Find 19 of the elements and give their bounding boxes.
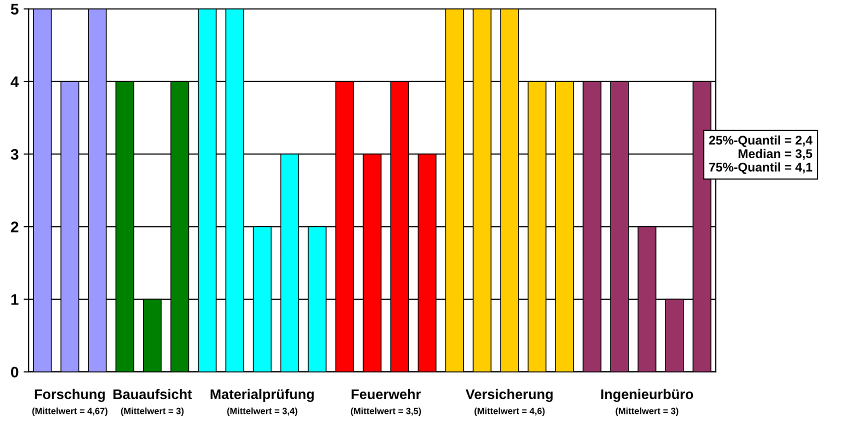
text: (Mittelwert = 4,67) <box>32 408 108 416</box>
series-label: Ingenieurbüro <box>601 388 694 402</box>
y-tick-label: 1 <box>11 294 18 305</box>
y-tick-label: 3 <box>10 148 18 160</box>
annotation: 25%-Quantil = 2,4 Median = 3,5 75%-Quantil = 4,1 <box>709 135 812 174</box>
y-tick-label: 2 <box>10 222 18 232</box>
text: (Mittelwert = 3,5) <box>350 408 421 416</box>
series-label: Feuerwehr <box>352 388 421 400</box>
y-tick-label: 0 <box>11 366 18 378</box>
text: (Mittelwert = 4,6) <box>474 408 545 416</box>
y-tick-label: 5 <box>10 4 18 15</box>
text: (Mittelwert = 3) <box>616 408 678 416</box>
series-label: Forschung <box>34 388 105 402</box>
y-tick-label: 4 <box>10 76 19 88</box>
series-label: Bauaufsicht <box>113 388 192 400</box>
series-label: Versicherung <box>466 388 553 402</box>
series-label: Materialprüfung <box>210 388 314 402</box>
text: (Mittelwert = 3) <box>121 408 184 416</box>
text: (Mittelwert = 3,4) <box>227 408 298 416</box>
